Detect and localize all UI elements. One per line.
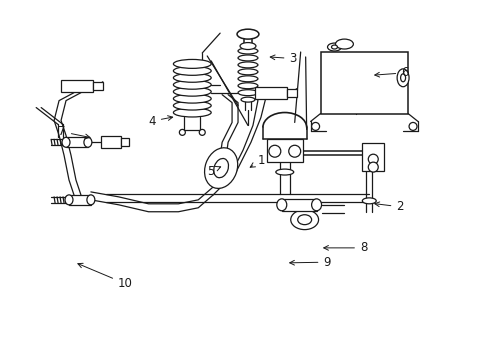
Ellipse shape [173, 101, 211, 110]
Circle shape [179, 129, 185, 135]
Circle shape [367, 154, 377, 164]
Ellipse shape [237, 29, 258, 39]
Text: 10: 10 [78, 263, 133, 290]
Ellipse shape [240, 42, 255, 50]
Bar [93, 82, 102, 90]
Circle shape [367, 162, 377, 172]
Circle shape [199, 129, 205, 135]
Ellipse shape [331, 45, 337, 49]
Ellipse shape [238, 83, 257, 89]
Ellipse shape [173, 59, 211, 68]
Circle shape [268, 145, 280, 157]
Ellipse shape [400, 74, 405, 82]
Ellipse shape [204, 148, 237, 188]
Text: 5: 5 [206, 165, 220, 177]
Text: 7: 7 [58, 125, 90, 139]
Bar [266, 139, 302, 162]
Bar [286, 89, 296, 96]
Text: 8: 8 [323, 241, 366, 255]
Ellipse shape [297, 215, 311, 225]
Bar [320, 52, 407, 113]
Circle shape [311, 122, 319, 130]
Ellipse shape [238, 76, 257, 82]
Ellipse shape [241, 97, 254, 102]
Text: 4: 4 [148, 114, 172, 127]
Circle shape [288, 145, 300, 157]
Ellipse shape [335, 39, 353, 49]
Ellipse shape [84, 137, 92, 147]
Bar [66, 137, 88, 147]
Text: 3: 3 [270, 52, 296, 65]
Ellipse shape [173, 80, 211, 89]
Ellipse shape [238, 69, 257, 75]
Text: 9: 9 [289, 256, 330, 269]
Text: 1: 1 [250, 154, 264, 167]
Ellipse shape [213, 158, 228, 178]
Ellipse shape [290, 210, 318, 230]
Ellipse shape [238, 55, 257, 61]
Ellipse shape [173, 73, 211, 82]
Bar [101, 136, 121, 148]
Ellipse shape [238, 90, 257, 96]
Ellipse shape [65, 195, 73, 205]
Ellipse shape [275, 169, 293, 175]
Bar [69, 195, 91, 205]
Ellipse shape [173, 94, 211, 103]
Ellipse shape [396, 69, 408, 87]
Circle shape [408, 122, 416, 130]
Ellipse shape [238, 48, 257, 54]
Bar [362, 143, 384, 171]
Ellipse shape [276, 199, 286, 211]
Ellipse shape [362, 198, 375, 204]
Ellipse shape [173, 108, 211, 117]
Bar [254, 87, 286, 99]
Ellipse shape [327, 43, 341, 51]
Ellipse shape [311, 199, 321, 211]
Text: 2: 2 [374, 200, 403, 213]
Ellipse shape [62, 137, 70, 147]
Bar [61, 80, 93, 92]
Text: 6: 6 [374, 66, 408, 79]
Ellipse shape [238, 62, 257, 68]
Bar [281, 199, 316, 211]
Ellipse shape [173, 87, 211, 96]
Bar [121, 138, 128, 146]
Ellipse shape [173, 66, 211, 75]
Ellipse shape [87, 195, 95, 205]
